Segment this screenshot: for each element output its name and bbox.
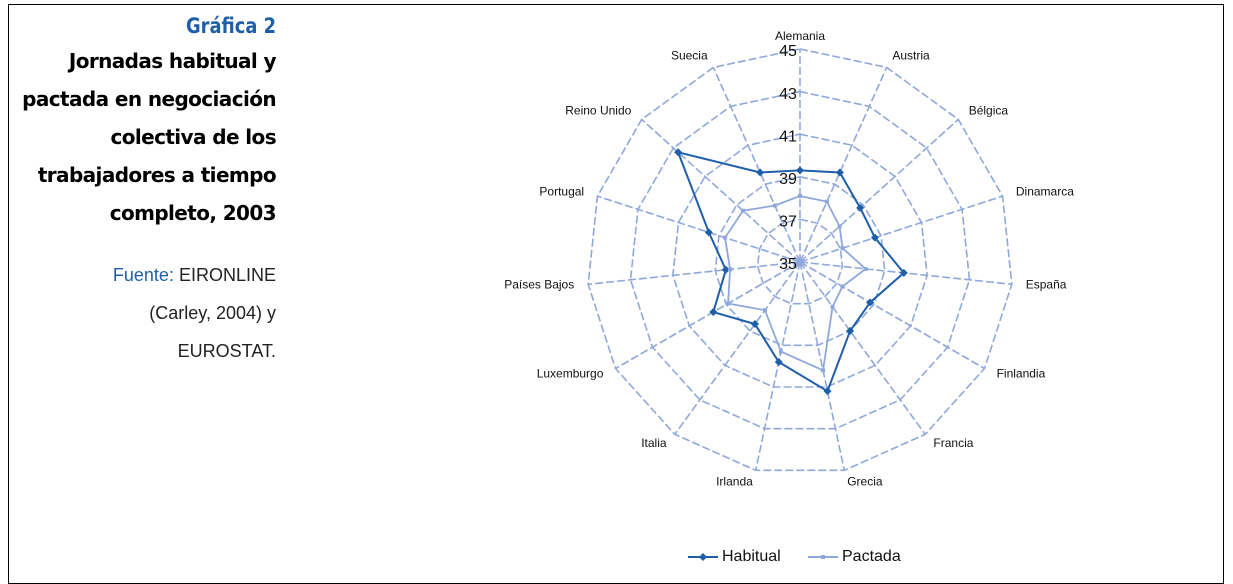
category-label: Finlandia [997,367,1046,381]
category-label: Reino Unido [565,104,631,118]
spoke [799,118,959,263]
category-label: Austria [892,49,930,63]
tick-label: 45 [779,43,797,60]
series-line [724,195,868,372]
marker [726,301,731,306]
category-label: Suecia [671,49,708,63]
tick-label: 41 [779,128,797,145]
source-label: Fuente: [112,265,174,285]
marker [863,266,868,271]
source: Fuente: EIRONLINE (Carley, 2004) y EUROS… [10,256,276,370]
marker [709,308,718,317]
marker [772,203,777,208]
marker [899,268,908,277]
category-label: Francia [933,436,973,450]
category-label: Italia [641,436,667,450]
marker [721,265,730,274]
legend-label: Pactada [842,548,901,565]
spoke [799,195,1003,263]
category-label: Grecia [847,474,883,488]
chart-title: Gráfica 2 [186,14,276,38]
category-label: Portugal [539,185,584,199]
category-label: Alemania [775,29,825,43]
legend-label: Habitual [722,548,781,565]
marker [750,320,759,329]
tick-label: 39 [779,171,797,188]
grid-ring [714,175,886,347]
spoke [754,261,801,471]
marker [704,228,713,237]
category-label: España [1026,278,1067,292]
spoke [641,118,801,263]
tick-label: 43 [779,86,797,103]
spoke [712,67,801,263]
marker [821,368,826,373]
tick-label: 37 [779,214,797,231]
marker [728,267,733,272]
spoke [799,261,926,435]
marker [840,284,845,289]
category-label: Irlanda [716,474,753,488]
spoke [615,261,801,370]
marker [774,358,783,367]
marker [762,308,767,313]
grid-ring [587,48,1013,472]
source-text: EIRONLINE (Carley, 2004) y EUROSTAT. [149,265,276,361]
marker [866,298,875,307]
marker [870,233,879,242]
marker [835,168,844,177]
category-label: Países Bajos [504,278,574,292]
grid-ring [629,90,971,430]
marker [846,326,855,335]
caption: Gráfica 2 Jornadas habitual y pactada en… [10,14,276,370]
spoke [597,195,801,263]
grid-ring [672,133,928,388]
spoke [674,261,801,435]
category-label: Dinamarca [1016,185,1074,199]
legend-marker [699,553,707,561]
marker [840,246,845,251]
marker [824,199,829,204]
grid-ring [756,218,844,305]
marker [856,203,865,212]
category-label: Luxemburgo [537,367,604,381]
marker [756,168,765,177]
marker [778,349,783,354]
category-label: Bélgica [969,104,1009,118]
spoke [799,67,888,263]
marker [823,387,832,396]
marker [798,193,802,198]
spoke [588,261,801,286]
series-line [676,150,906,393]
marker [837,224,842,229]
marker [741,208,746,213]
marker [674,148,683,157]
legend-marker [821,555,825,559]
chart-subtitle: Jornadas habitual y pactada en negociaci… [22,49,276,225]
marker [796,166,804,175]
marker [830,304,835,309]
tick-label: 35 [779,256,797,273]
marker [723,235,728,240]
spoke [799,261,985,370]
spoke [799,261,846,471]
